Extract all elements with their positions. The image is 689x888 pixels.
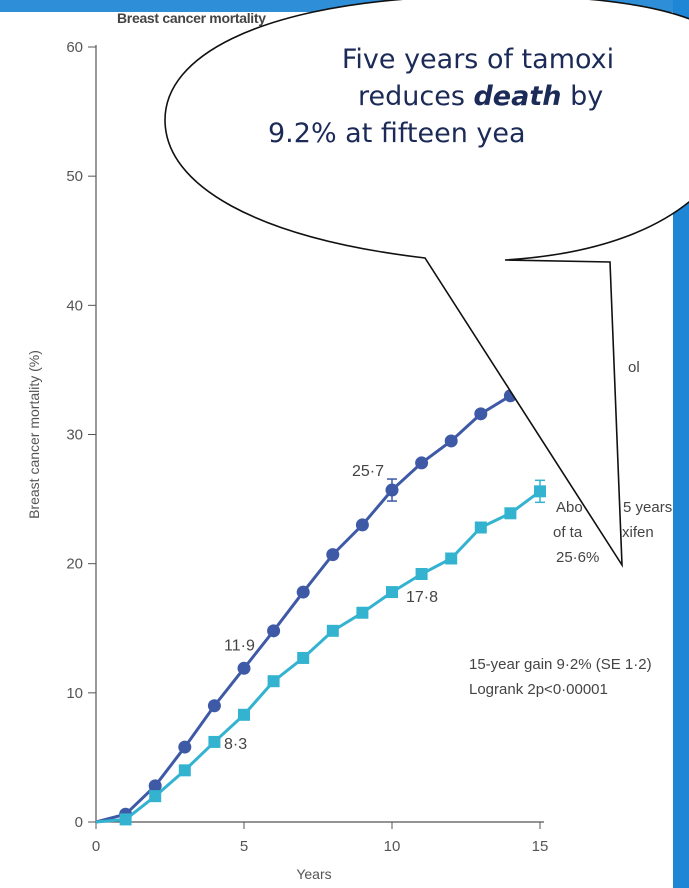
x-axis-label: Years [296,866,331,882]
control-line [95,368,541,824]
data-label: 8·3 [224,736,247,753]
tamoxifen-point [149,790,162,803]
control-point [533,363,547,377]
legend-control-part: ol [628,359,640,376]
control-point [296,585,310,599]
tamoxifen-point [504,507,517,520]
control-point [444,434,458,448]
control-point [503,389,517,403]
data-label: 25·7 [352,463,384,480]
legend-tamoxifen-part: of ta [553,524,583,541]
tamoxifen-point [386,586,398,599]
tamoxifen-point [445,552,458,565]
x-tick-label: 0 [92,838,100,855]
tamoxifen-point [238,708,250,721]
control-point [415,456,429,470]
legend-tamoxifen-part: xifen [622,524,654,541]
tamoxifen-point [415,568,428,580]
y-tick-label: 10 [66,685,83,702]
control-point [237,661,251,675]
tamoxifen-point [208,735,221,748]
y-tick-label: 50 [66,168,83,185]
tamoxifen-point [178,764,191,777]
legend-tamoxifen-part: 25·6% [556,549,599,566]
data-label: 17·8 [406,589,438,606]
tamoxifen-point [297,651,310,664]
x-tick-label: 10 [384,838,401,855]
x-tick-label: 15 [532,838,549,855]
tamoxifen-point [267,675,280,688]
control-point [207,699,221,713]
x-tick-label: 5 [240,838,248,855]
y-tick-label: 0 [75,814,83,831]
legend-tamoxifen-part: Abo [556,499,583,516]
legend-tamoxifen-part: 5 years [623,499,672,516]
control-point [178,740,192,754]
control-point [267,624,281,638]
axes: 0 10 20 30 40 50 60 0 5 10 15 Breast cancer mortali… [26,10,548,882]
tamoxifen-point [326,624,339,637]
y-axis-label: Breast cancer mortality (%) [26,350,42,519]
y-tick-label: 20 [66,556,83,573]
control-point [355,518,369,532]
annotation-gain: 15-year gain 9·2% (SE 1·2) [469,656,652,673]
y-tick-label: 60 [66,39,83,56]
data-label: 11·9 [224,637,255,654]
chart-title: Breast cancer mortality [117,10,266,26]
tamoxifen-point [356,606,369,619]
control-point [148,779,162,793]
tamoxifen-point [474,521,487,534]
control-point [326,548,340,562]
annotation-logrank: Logrank 2p<0·00001 [469,681,608,698]
frame-top-border [0,0,689,12]
y-tick-label: 30 [66,427,83,444]
y-tick-label: 40 [66,297,83,314]
tamoxifen-point [119,813,132,826]
series-layer [95,363,547,826]
control-point [474,407,488,421]
frame-right-border [673,0,689,888]
